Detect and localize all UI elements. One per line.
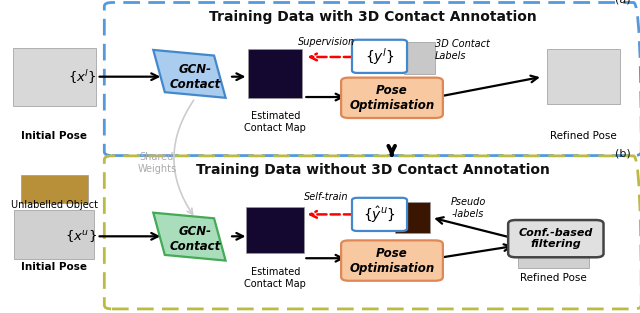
FancyBboxPatch shape [341, 78, 443, 118]
Text: (b): (b) [614, 148, 630, 158]
Text: Training Data without 3D Contact Annotation: Training Data without 3D Contact Annotat… [196, 163, 550, 177]
Polygon shape [154, 50, 226, 98]
Text: Estimated
Contact Map: Estimated Contact Map [244, 267, 306, 289]
Text: Refined Pose: Refined Pose [550, 131, 617, 141]
Text: $\{x^l\}$: $\{x^l\}$ [68, 68, 97, 85]
FancyBboxPatch shape [341, 240, 443, 281]
FancyBboxPatch shape [246, 207, 304, 253]
FancyBboxPatch shape [404, 42, 435, 74]
FancyBboxPatch shape [518, 224, 589, 268]
Text: Pseudo
-labels: Pseudo -labels [451, 197, 486, 219]
FancyBboxPatch shape [13, 48, 96, 106]
Text: Training Data with 3D Contact Annotation: Training Data with 3D Contact Annotation [209, 10, 537, 24]
Text: Conf.-based
filtering: Conf.-based filtering [518, 228, 593, 249]
Text: GCN-
Contact: GCN- Contact [170, 225, 221, 254]
Text: Self-train: Self-train [304, 192, 349, 202]
Text: Refined Pose: Refined Pose [520, 273, 587, 283]
Text: Initial Pose: Initial Pose [21, 131, 88, 141]
Text: Shared
Weights: Shared Weights [137, 151, 177, 174]
Text: 3D Contact
Labels: 3D Contact Labels [435, 39, 490, 61]
Polygon shape [154, 213, 226, 260]
Text: Unlabelled Object: Unlabelled Object [11, 200, 98, 210]
FancyBboxPatch shape [508, 220, 604, 257]
Text: (a): (a) [615, 0, 630, 5]
FancyBboxPatch shape [352, 40, 407, 73]
Text: GCN-
Contact: GCN- Contact [170, 63, 221, 91]
FancyBboxPatch shape [15, 210, 95, 259]
Text: $\{\hat{y}^u\}$: $\{\hat{y}^u\}$ [363, 204, 396, 224]
FancyBboxPatch shape [21, 175, 88, 203]
FancyBboxPatch shape [547, 49, 621, 104]
FancyBboxPatch shape [352, 198, 407, 231]
Text: Pose
Optimisation: Pose Optimisation [349, 247, 435, 275]
FancyBboxPatch shape [248, 49, 303, 98]
Text: $\{x^u\}$: $\{x^u\}$ [65, 228, 97, 244]
Text: Initial Pose: Initial Pose [21, 262, 88, 272]
Text: Pose
Optimisation: Pose Optimisation [349, 84, 435, 112]
FancyBboxPatch shape [396, 202, 431, 233]
Text: $\{y^l\}$: $\{y^l\}$ [365, 46, 394, 67]
Text: Estimated
Contact Map: Estimated Contact Map [244, 111, 306, 133]
Text: Supervision: Supervision [298, 37, 355, 47]
